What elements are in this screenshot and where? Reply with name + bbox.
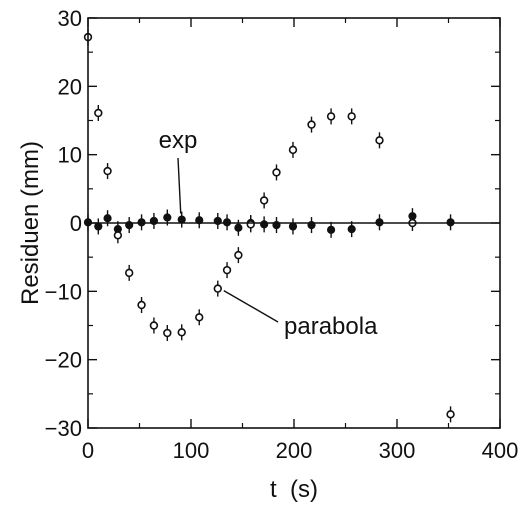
exp-point — [177, 215, 186, 224]
parabola-point — [259, 196, 269, 205]
parabola-point — [177, 328, 186, 337]
y-tick-label: 0 — [70, 211, 82, 236]
parabola-point — [326, 112, 336, 121]
x-tick-label: 300 — [379, 438, 416, 463]
exp-point — [347, 225, 356, 234]
annotation-parabola: parabola — [284, 313, 378, 340]
x-tick-label: 0 — [82, 438, 94, 463]
parabola-point — [446, 410, 455, 419]
x-axis-label: t (s) — [270, 476, 318, 503]
parabola-point — [103, 166, 112, 176]
exp-point — [234, 223, 243, 232]
y-tick-label: −20 — [45, 348, 82, 373]
parabola-point — [113, 231, 123, 240]
annotation-parabola-leader — [223, 289, 279, 323]
y-tick-label: 30 — [58, 6, 82, 31]
parabola-point — [272, 168, 281, 177]
parabola-point — [195, 313, 204, 322]
exp-point — [195, 216, 204, 225]
parabola-point — [222, 265, 232, 275]
y-tick-label: 20 — [58, 74, 82, 99]
exp-point — [163, 213, 172, 222]
y-tick-label: 10 — [58, 143, 82, 168]
exp-point — [103, 214, 112, 223]
parabola-point — [375, 136, 384, 145]
exp-point — [94, 222, 103, 231]
exp-point — [288, 222, 298, 231]
parabola-point — [347, 112, 356, 121]
exp-point — [326, 225, 336, 234]
y-tick-label: −10 — [45, 279, 82, 304]
y-axis-label: Residuen (mm) — [17, 141, 44, 305]
parabola-point — [124, 268, 134, 278]
parabola-point — [137, 300, 146, 310]
parabola-point — [213, 284, 222, 293]
parabola-point — [246, 220, 255, 229]
parabola-point — [234, 250, 243, 260]
x-tick-label: 200 — [276, 438, 313, 463]
x-tick-label: 100 — [173, 438, 210, 463]
x-tick-label: 400 — [482, 438, 519, 463]
parabola-point — [288, 145, 298, 155]
annotation-exp-leader — [177, 157, 182, 214]
y-tick-label: −30 — [45, 416, 82, 441]
parabola-point — [94, 108, 103, 118]
annotation-exp: exp — [159, 127, 198, 154]
parabola-point — [149, 321, 159, 330]
parabola-point — [307, 120, 316, 129]
parabola-point — [163, 328, 172, 338]
exp-point — [260, 220, 269, 229]
